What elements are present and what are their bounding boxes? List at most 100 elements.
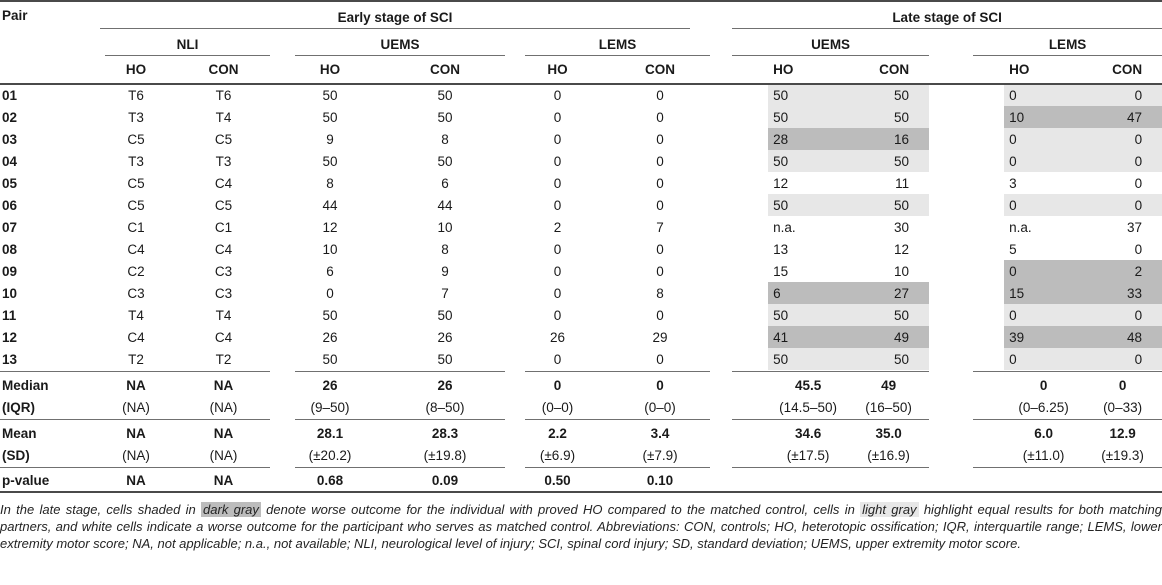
summary-row: Median NA NA 26 26 0 0 45.5 49 0 0 <box>0 374 1162 396</box>
cell-uems-late-ho: 50 <box>768 106 849 128</box>
spacer <box>710 194 768 216</box>
cell-nli-ho: T3 <box>128 153 144 169</box>
spacer <box>929 260 1004 282</box>
cell-nli-ho: T3 <box>128 109 144 125</box>
cell-uems-late-ho: 50 <box>768 304 849 326</box>
summary-uems-early-ho: (9–50) <box>310 399 350 415</box>
spacer <box>710 56 769 85</box>
cell-lems-late-ho: 15 <box>1004 282 1084 304</box>
summary-nli-con: (NA) <box>209 399 238 415</box>
summary-lems-late-ho: 6.0 <box>1034 425 1053 441</box>
cell-nli-ho: C5 <box>127 131 145 147</box>
spacer <box>710 238 768 260</box>
late-stage-label: Late stage of SCI <box>732 10 1162 29</box>
cell-lems-early-con: 0 <box>656 88 664 103</box>
cell-uems-late-ho: 41 <box>768 326 849 348</box>
section-rule <box>0 418 1162 422</box>
early-stage-header: Early stage of SCI <box>100 1 710 29</box>
early-stage-label: Early stage of SCI <box>100 10 691 29</box>
table-row: 12 C4 C4 26 26 26 29 41 49 39 48 <box>0 326 1162 348</box>
cell-uems-early-con: 44 <box>437 197 453 213</box>
cell-lems-late-con: 0 <box>1083 128 1162 150</box>
cell-lems-early-ho: 0 <box>553 351 562 367</box>
cell-nli-ho: T6 <box>128 88 144 103</box>
uems-early-group-header: UEMS <box>275 29 505 56</box>
spacer <box>929 374 1004 396</box>
summary-lems-early-con: 0 <box>656 377 664 393</box>
cell-lems-early-con: 0 <box>656 263 664 279</box>
summary-lems-early-con: 0.10 <box>610 470 711 493</box>
cell-lems-late-ho: 0 <box>1004 84 1084 106</box>
table-body: 01 T6 T6 50 50 0 0 50 50 0 0 02 T3 T4 50… <box>0 84 1162 370</box>
cell-lems-early-con: 0 <box>656 109 664 125</box>
summary-lems-early-ho: (0–0) <box>541 399 574 415</box>
cell-uems-late-con: 10 <box>894 263 910 279</box>
summary-uems-early-con: (±19.8) <box>423 447 467 463</box>
cell-nli-con: C4 <box>214 329 233 345</box>
summary-row: Mean NA NA 28.1 28.3 2.2 3.4 34.6 35.0 6… <box>0 422 1162 444</box>
spacer <box>710 216 768 238</box>
spacer <box>929 84 1004 106</box>
spacer <box>710 128 768 150</box>
summary-nli-con: NA <box>213 377 234 393</box>
spacer <box>929 128 1004 150</box>
cell-uems-early-ho: 50 <box>322 307 338 323</box>
cell-lems-late-con: 48 <box>1083 326 1162 348</box>
cell-lems-late-con: 47 <box>1083 106 1162 128</box>
cell-lems-late-con: 0 <box>1134 241 1143 257</box>
pair-id: 13 <box>2 351 18 367</box>
summary-lems-late-con: 12.9 <box>1109 425 1136 441</box>
spacer <box>710 84 768 106</box>
summary-uems-late-ho: (14.5–50) <box>779 399 837 415</box>
cell-uems-late-ho: 15 <box>773 263 789 279</box>
col-header-nli-ho: HO <box>100 56 172 85</box>
col-header-lems-early-con: CON <box>610 56 711 85</box>
cell-lems-early-con: 29 <box>652 329 668 345</box>
cell-nli-con: C4 <box>214 241 233 257</box>
cell-uems-early-ho: 9 <box>326 131 334 147</box>
cell-lems-early-ho: 0 <box>553 197 562 213</box>
cell-lems-early-ho: 0 <box>553 88 562 103</box>
summary-uems-late-ho <box>768 470 849 493</box>
spacer <box>929 150 1004 172</box>
cell-uems-late-ho: 12 <box>773 175 789 191</box>
rule-segment <box>0 419 270 420</box>
summary-uems-late-con: (16–50) <box>865 399 912 415</box>
cell-lems-early-ho: 0 <box>553 131 562 147</box>
cell-uems-early-con: 50 <box>437 88 453 103</box>
spacer <box>710 282 768 304</box>
table-row: 03 C5 C5 9 8 0 0 28 16 0 0 <box>0 128 1162 150</box>
cell-uems-late-con: 27 <box>848 282 930 304</box>
spacer <box>710 422 768 444</box>
pair-id: 05 <box>2 175 18 191</box>
cell-lems-late-ho: 0 <box>1004 348 1084 370</box>
cell-lems-late-ho: 39 <box>1004 326 1084 348</box>
lems-early-group-header: LEMS <box>505 29 711 56</box>
pair-id: 08 <box>2 241 18 257</box>
summary-uems-late-con: (±16.9) <box>867 447 910 463</box>
cell-nli-con: C5 <box>214 131 233 147</box>
cell-lems-early-con: 0 <box>656 307 664 323</box>
cell-lems-late-ho: 5 <box>1009 241 1017 257</box>
pair-header: Pair <box>0 1 100 85</box>
rule-segment <box>525 467 711 468</box>
outcome-table: Pair Early stage of SCI Late stage of SC… <box>0 0 1162 493</box>
spacer <box>710 396 768 418</box>
cell-lems-late-con: 0 <box>1083 348 1162 370</box>
rule-segment <box>295 371 505 372</box>
summary-uems-late-ho: (±17.5) <box>786 447 830 463</box>
spacer <box>929 216 1004 238</box>
cell-uems-late-ho: 13 <box>773 241 789 257</box>
cell-lems-early-ho: 0 <box>553 241 562 257</box>
cell-lems-late-con: 2 <box>1083 260 1162 282</box>
cell-nli-con: C3 <box>214 285 233 301</box>
summary-lems-late-con: (±19.3) <box>1101 447 1144 463</box>
pair-id: 06 <box>2 197 18 213</box>
cell-nli-con: T2 <box>215 351 232 367</box>
cell-nli-ho: C4 <box>127 329 145 345</box>
col-header-lems-early-ho: HO <box>505 56 610 85</box>
cell-uems-early-con: 9 <box>441 263 449 279</box>
rule-segment <box>973 467 1162 468</box>
cell-uems-early-ho: 50 <box>322 351 338 367</box>
spacer <box>710 470 769 493</box>
